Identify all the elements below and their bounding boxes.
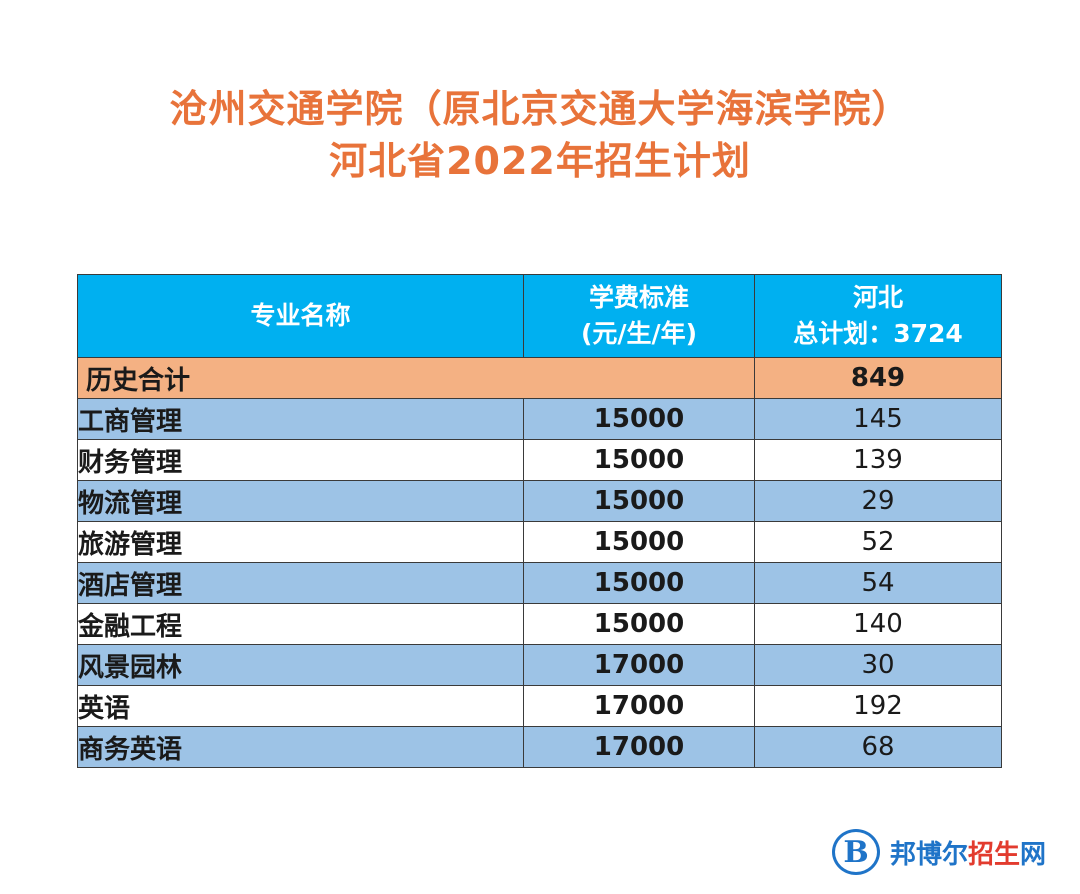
major-name: 金融工程 (77, 603, 524, 645)
major-count: 140 (754, 603, 1002, 645)
major-name: 酒店管理 (77, 562, 524, 604)
major-fee: 17000 (523, 644, 755, 686)
major-fee: 17000 (523, 685, 755, 727)
major-name: 财务管理 (77, 439, 524, 481)
table-row: 风景园林 17000 30 (77, 644, 1002, 686)
header-fee: 学费标准 (元/生/年) (523, 274, 755, 358)
summary-label: 历史合计 (77, 357, 755, 399)
major-count: 145 (754, 398, 1002, 440)
header-major: 专业名称 (77, 274, 524, 358)
major-count: 52 (754, 521, 1002, 563)
major-count: 54 (754, 562, 1002, 604)
watermark-text-a: 邦博尔 (890, 839, 969, 870)
major-fee: 17000 (523, 726, 755, 768)
title-line-1: 沧州交通学院（原北京交通大学海滨学院） (169, 87, 911, 131)
major-fee: 15000 (523, 439, 755, 481)
site-watermark-logo: B 邦博尔招生网 (832, 829, 1046, 875)
table-row: 英语 17000 192 (77, 685, 1002, 727)
major-name: 商务英语 (77, 726, 524, 768)
major-name: 英语 (77, 685, 524, 727)
watermark-text-b: 招生 (968, 839, 1021, 870)
watermark-text: 邦博尔招生网 (890, 834, 1046, 871)
major-name: 工商管理 (77, 398, 524, 440)
major-count: 30 (754, 644, 1002, 686)
major-count: 139 (754, 439, 1002, 481)
summary-value: 849 (754, 357, 1002, 399)
table-row: 物流管理 15000 29 (77, 480, 1002, 522)
major-fee: 15000 (523, 562, 755, 604)
b-logo-icon: B (832, 829, 880, 875)
watermark-text-c: 网 (1020, 839, 1047, 870)
major-fee: 15000 (523, 398, 755, 440)
major-count: 192 (754, 685, 1002, 727)
table-header-row: 专业名称 学费标准 (元/生/年) 河北 总计划：3724 (77, 274, 1002, 358)
title-line-2: 河北省2022年招生计划 (329, 139, 751, 183)
table-row: 旅游管理 15000 52 (77, 521, 1002, 563)
table-row: 工商管理 15000 145 (77, 398, 1002, 440)
major-count: 68 (754, 726, 1002, 768)
table-row: 酒店管理 15000 54 (77, 562, 1002, 604)
table-row: 财务管理 15000 139 (77, 439, 1002, 481)
header-total-plan: 总计划：3724 (793, 319, 963, 348)
summary-row: 历史合计 849 (77, 357, 1002, 399)
major-fee: 15000 (523, 480, 755, 522)
enrollment-table: 专业名称 学费标准 (元/生/年) 河北 总计划：3724 历史合计 849 工… (77, 274, 1002, 768)
header-region: 河北 总计划：3724 (754, 274, 1002, 358)
header-major-label: 专业名称 (250, 301, 351, 330)
table-row: 商务英语 17000 68 (77, 726, 1002, 768)
major-fee: 15000 (523, 603, 755, 645)
major-count: 29 (754, 480, 1002, 522)
major-name: 物流管理 (77, 480, 524, 522)
header-fee-line1: 学费标准 (588, 283, 689, 312)
major-name: 风景园林 (77, 644, 524, 686)
table-row: 金融工程 15000 140 (77, 603, 1002, 645)
major-name: 旅游管理 (77, 521, 524, 563)
header-fee-line2: (元/生/年) (580, 319, 698, 348)
major-fee: 15000 (523, 521, 755, 563)
header-region-name: 河北 (852, 283, 903, 312)
